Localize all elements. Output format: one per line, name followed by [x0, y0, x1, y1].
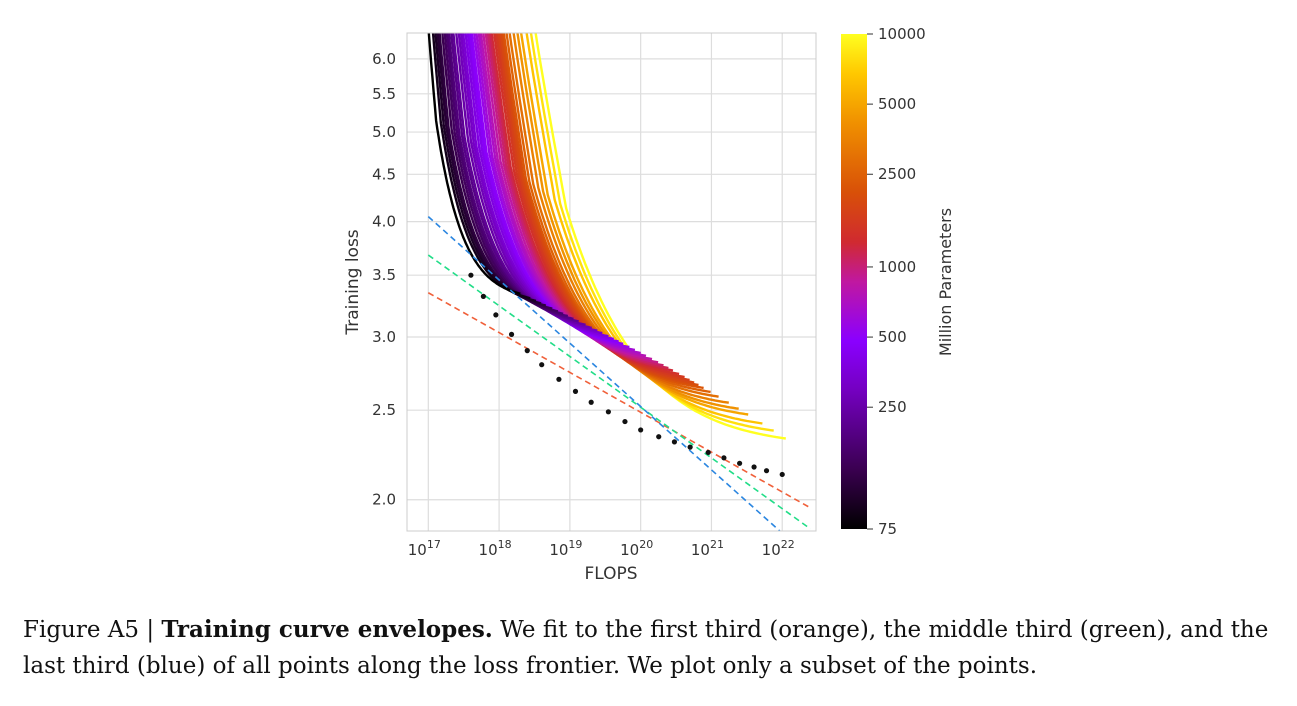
- frontier-point: [493, 312, 499, 318]
- envelope-fits: [427, 216, 811, 531]
- y-tick-label: 5.0: [372, 123, 396, 141]
- frontier-point: [556, 376, 562, 382]
- frontier-point: [539, 362, 545, 368]
- frontier-point: [737, 460, 743, 466]
- y-tick-label: 3.0: [372, 328, 396, 346]
- frontier-point: [721, 455, 727, 461]
- colorbar-tick-label: 2500: [878, 165, 916, 183]
- caption-text: We fit to the first third (orange), the …: [23, 617, 1269, 679]
- frontier-point: [671, 439, 678, 445]
- x-axis-ticks: 1017 1018 1019 1020 1021 1022: [408, 538, 795, 559]
- y-tick-label: 2.5: [372, 401, 396, 419]
- y-tick-label: 6.0: [372, 50, 396, 68]
- training-curves: [427, 33, 786, 440]
- x-axis-label: FLOPS: [584, 564, 637, 584]
- frontier-point: [687, 444, 693, 450]
- colorbar-tick-label: 10000: [878, 25, 926, 43]
- envelope-fit-line: [427, 216, 781, 531]
- frontier-points: [468, 272, 785, 478]
- chart-svg: 1017 1018 1019 1020 1021 1022 2.0 2.5 3.0 3.5 4.0…: [343, 25, 955, 584]
- training-curve: [427, 33, 521, 295]
- colorbar: [841, 34, 867, 529]
- caption-prefix: Figure A5 |: [23, 617, 162, 643]
- x-tick-label: 1019: [549, 538, 582, 559]
- frontier-point: [524, 348, 530, 354]
- frontier-point: [480, 293, 486, 299]
- y-tick-label: 4.5: [372, 165, 396, 183]
- frontier-point: [705, 449, 711, 456]
- colorbar-tick-label: 75: [878, 520, 897, 538]
- envelope-fit-line: [427, 292, 811, 509]
- frontier-point: [751, 464, 757, 470]
- y-tick-label: 2.0: [372, 491, 396, 509]
- colorbar-tick-label: 250: [878, 398, 907, 416]
- figure-chart: 1017 1018 1019 1020 1021 1022 2.0 2.5 3.0 3.5 4.0…: [343, 25, 955, 584]
- frontier-point: [588, 399, 594, 405]
- x-tick-label: 1021: [691, 538, 724, 559]
- colorbar-tick-label: 5000: [878, 95, 916, 113]
- frontier-point: [605, 409, 611, 415]
- frontier-point: [779, 471, 785, 478]
- y-axis-label: Training loss: [343, 229, 363, 335]
- training-curve: [477, 33, 641, 355]
- frontier-point: [638, 427, 644, 433]
- training-curve: [472, 33, 630, 349]
- y-tick-label: 4.0: [372, 213, 396, 231]
- training-curve: [482, 33, 653, 361]
- colorbar-tick-label: 500: [878, 328, 907, 346]
- plot-frame: [406, 32, 817, 532]
- frontier-point: [508, 331, 515, 337]
- x-tick-label: 1020: [620, 538, 653, 559]
- colorbar-tick-label: 1000: [878, 258, 916, 276]
- frontier-point: [763, 468, 770, 474]
- figure-caption: Figure A5 | Training curve envelopes. We…: [23, 612, 1288, 684]
- colorbar-label: Million Parameters: [936, 208, 955, 356]
- frontier-point: [622, 418, 628, 425]
- frontier-point: [468, 272, 474, 278]
- x-tick-label: 1018: [479, 538, 512, 559]
- caption-title: Training curve envelopes.: [161, 616, 493, 643]
- y-tick-label: 3.5: [372, 266, 396, 284]
- y-tick-label: 5.5: [372, 85, 396, 103]
- frontier-point: [656, 434, 662, 440]
- frontier-point: [572, 388, 579, 394]
- y-axis-ticks: 2.0 2.5 3.0 3.5 4.0 4.5 5.0 5.5 6.0: [372, 50, 396, 509]
- x-tick-label: 1022: [762, 538, 795, 559]
- x-tick-label: 1017: [408, 538, 441, 559]
- envelope-fit-line: [427, 254, 811, 530]
- colorbar-ticks: 75 250 500 1000 2500 5000 10000: [867, 25, 926, 538]
